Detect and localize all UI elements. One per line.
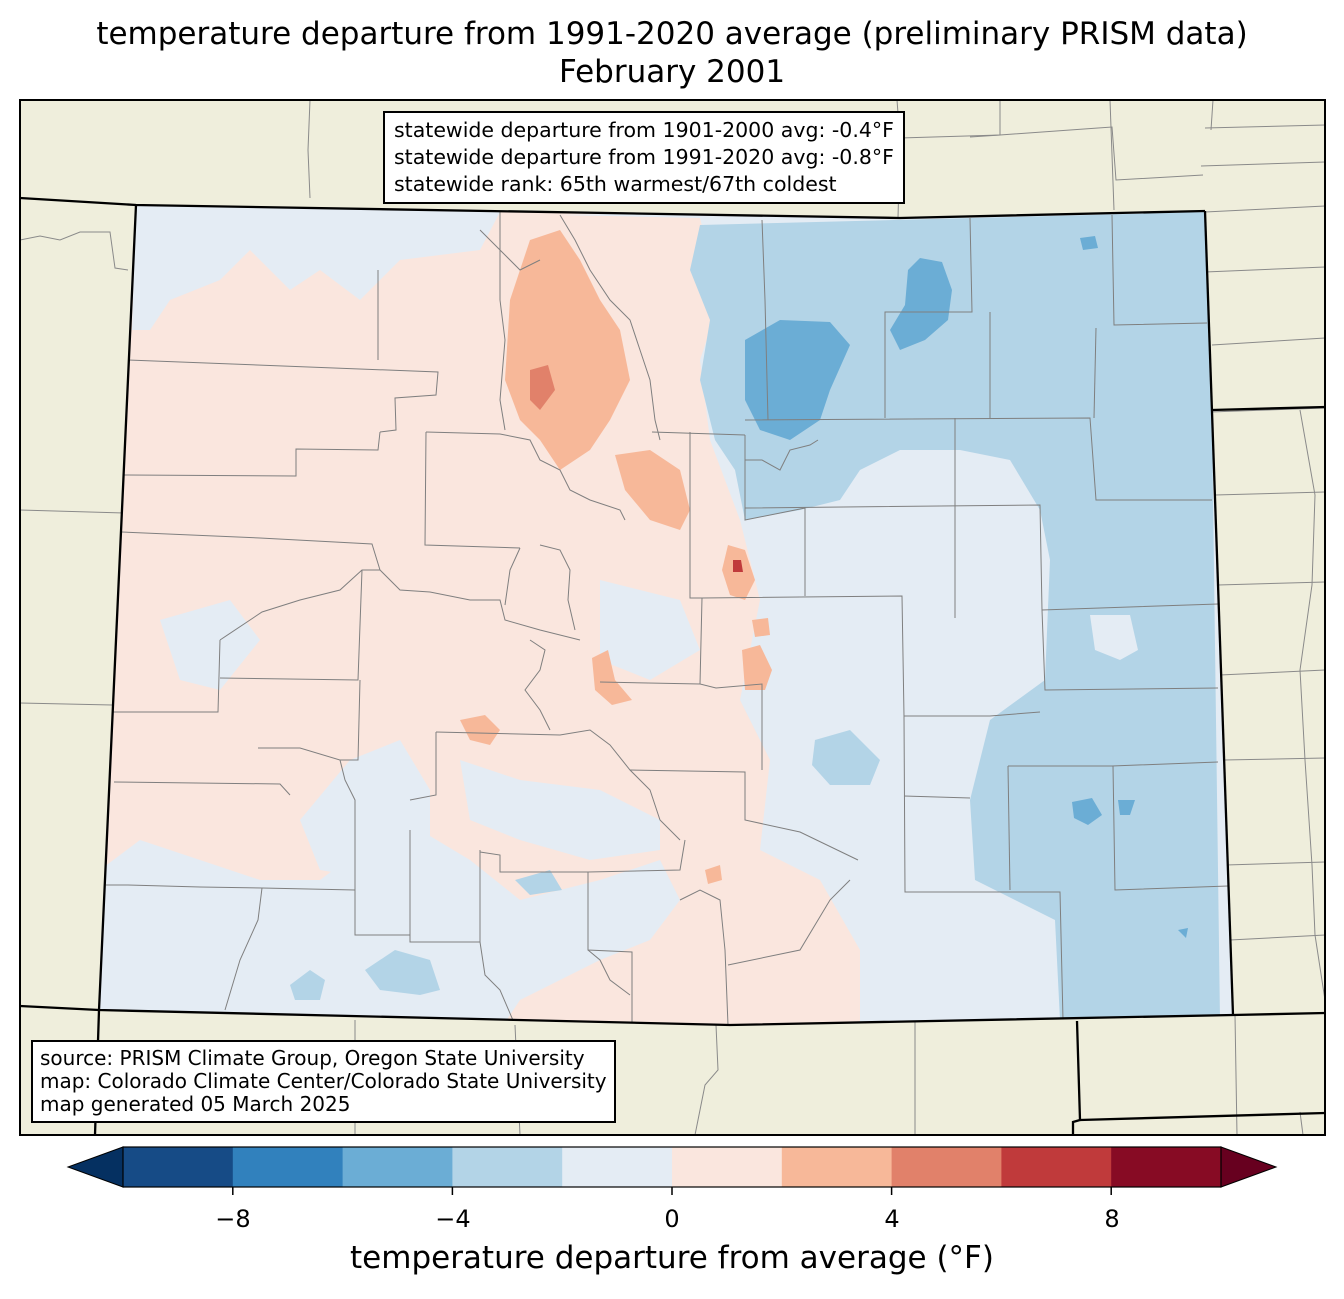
map-title-line2: February 2001	[558, 54, 786, 90]
colorbar-segment	[781, 1147, 893, 1187]
colorbar-over-extension	[1220, 1146, 1278, 1188]
colorbar-segment	[232, 1147, 344, 1187]
stats-line-2: statewide departure from 1991-2020 avg: …	[394, 145, 894, 169]
colorbar-segment	[562, 1147, 673, 1187]
colorbar-segment	[342, 1147, 453, 1187]
stats-line-3: statewide rank: 65th warmest/67th coldes…	[394, 172, 837, 196]
colorbar-tick-label: 8	[1104, 1205, 1120, 1233]
colorbar-segment	[1111, 1147, 1222, 1187]
colorbar-tick-label: −8	[215, 1205, 251, 1233]
map-frame	[19, 99, 1326, 1136]
colorbar-label: temperature departure from average (°F)	[350, 1240, 994, 1276]
temperature-field	[99, 205, 1233, 1025]
colorbar-under-extension	[66, 1146, 124, 1188]
colorbar-segment	[123, 1147, 234, 1187]
stats-box: statewide departure from 1901-2000 avg: …	[383, 111, 905, 204]
county-lines	[106, 212, 1229, 1025]
source-line-1: source: PRISM Climate Group, Oregon Stat…	[40, 1046, 585, 1070]
colorbar-segment	[1001, 1147, 1112, 1187]
source-box: source: PRISM Climate Group, Oregon Stat…	[31, 1040, 616, 1123]
colorbar-segment	[452, 1147, 563, 1187]
stats-line-1: statewide departure from 1901-2000 avg: …	[394, 118, 894, 142]
colorbar-tick-label: 4	[884, 1205, 900, 1233]
map-title-line1: temperature departure from 1991-2020 ave…	[96, 16, 1248, 52]
source-line-3: map generated 05 March 2025	[40, 1092, 351, 1116]
colorbar	[66, 1146, 1278, 1195]
colorbar-tick-label: 0	[664, 1205, 680, 1233]
colorbar-tick-label: −4	[435, 1205, 471, 1233]
source-line-2: map: Colorado Climate Center/Colorado St…	[40, 1069, 607, 1093]
colorbar-segment	[891, 1147, 1002, 1187]
colorbar-segment	[672, 1147, 783, 1187]
